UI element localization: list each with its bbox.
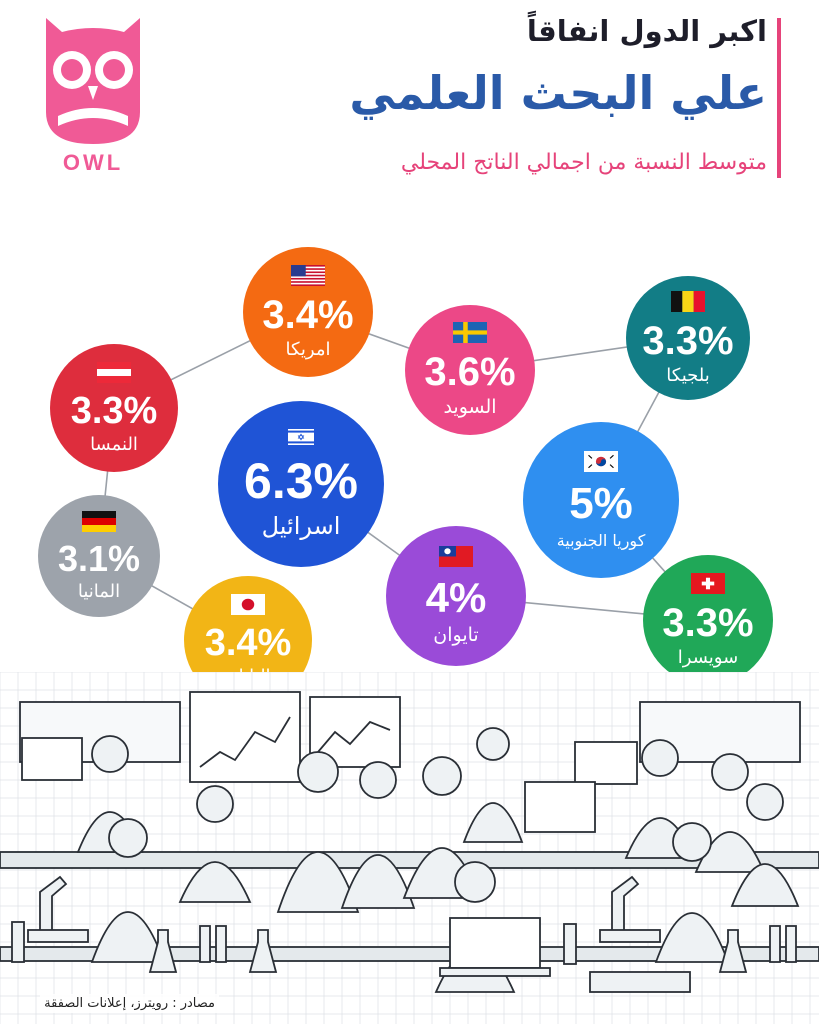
switzerland-flag-icon: [691, 572, 725, 598]
japan-flag-icon: [231, 593, 265, 619]
bubble-value: 3.4%: [204, 621, 292, 664]
bubble-2: 4% تايوان: [386, 526, 526, 666]
bubble-1: 5% كوريا الجنوبية: [523, 422, 679, 578]
bubble-country-name: النمسا: [90, 433, 138, 455]
bubble-8: 3.3% سويسرا: [643, 555, 773, 685]
germany-flag-icon: [82, 510, 116, 536]
lab-scientists-illustration: [0, 672, 819, 1024]
bubble-value: 5%: [569, 478, 633, 528]
israel-flag-icon: [288, 428, 314, 449]
bubble-country-name: كوريا الجنوبية: [556, 530, 646, 550]
bubble-value: 3.6%: [424, 350, 516, 395]
owl-logo: OWL: [46, 18, 140, 175]
bubble-value: 6.3%: [244, 452, 358, 509]
bubble-value: 4%: [425, 574, 487, 622]
source-note: مصادر : رويترز، إعلانات الصفقة: [40, 994, 219, 1013]
sweden-flag-icon: [453, 322, 487, 347]
bubble-4: 3.4% امريكا: [243, 247, 373, 377]
bubble-3: 3.6% السويد: [405, 305, 535, 435]
bubble-country-name: امريكا: [285, 338, 331, 360]
bubble-country-name: تايوان: [433, 624, 479, 647]
bubble-9: 3.1% المانيا: [38, 495, 160, 617]
bubble-value: 3.3%: [70, 389, 158, 432]
header-subtitle: متوسط النسبة من اجمالي الناتج المحلي: [400, 150, 767, 175]
bubble-country-name: المانيا: [77, 580, 121, 602]
bubble-0: 6.3% اسرائيل: [218, 401, 384, 567]
bubble-country-name: اسرائيل: [261, 511, 341, 540]
bubble-value: 3.4%: [262, 292, 354, 337]
south-korea-flag-icon: [584, 450, 618, 476]
bubble-value: 3.1%: [57, 537, 141, 579]
logo-text: OWL: [63, 150, 123, 175]
austria-flag-icon: [97, 361, 131, 387]
bubble-value: 3.3%: [642, 318, 734, 363]
bubble-value: 3.3%: [662, 600, 754, 645]
header-line1: اكبر الدول انفاقاً: [526, 14, 767, 48]
usa-flag-icon: [291, 264, 325, 290]
bubble-country-name: سويسرا: [677, 646, 739, 668]
header-title: علي البحث العلمي: [349, 66, 767, 120]
belgium-flag-icon: [671, 290, 705, 316]
bubble-7: 3.3% النمسا: [50, 344, 178, 472]
bubble-country-name: السويد: [443, 396, 497, 419]
taiwan-flag-icon: [439, 546, 473, 571]
bubble-country-name: بلجيكا: [666, 364, 710, 386]
header-accent-bar: [777, 18, 781, 178]
bubble-6: 3.3% بلجيكا: [626, 276, 750, 400]
